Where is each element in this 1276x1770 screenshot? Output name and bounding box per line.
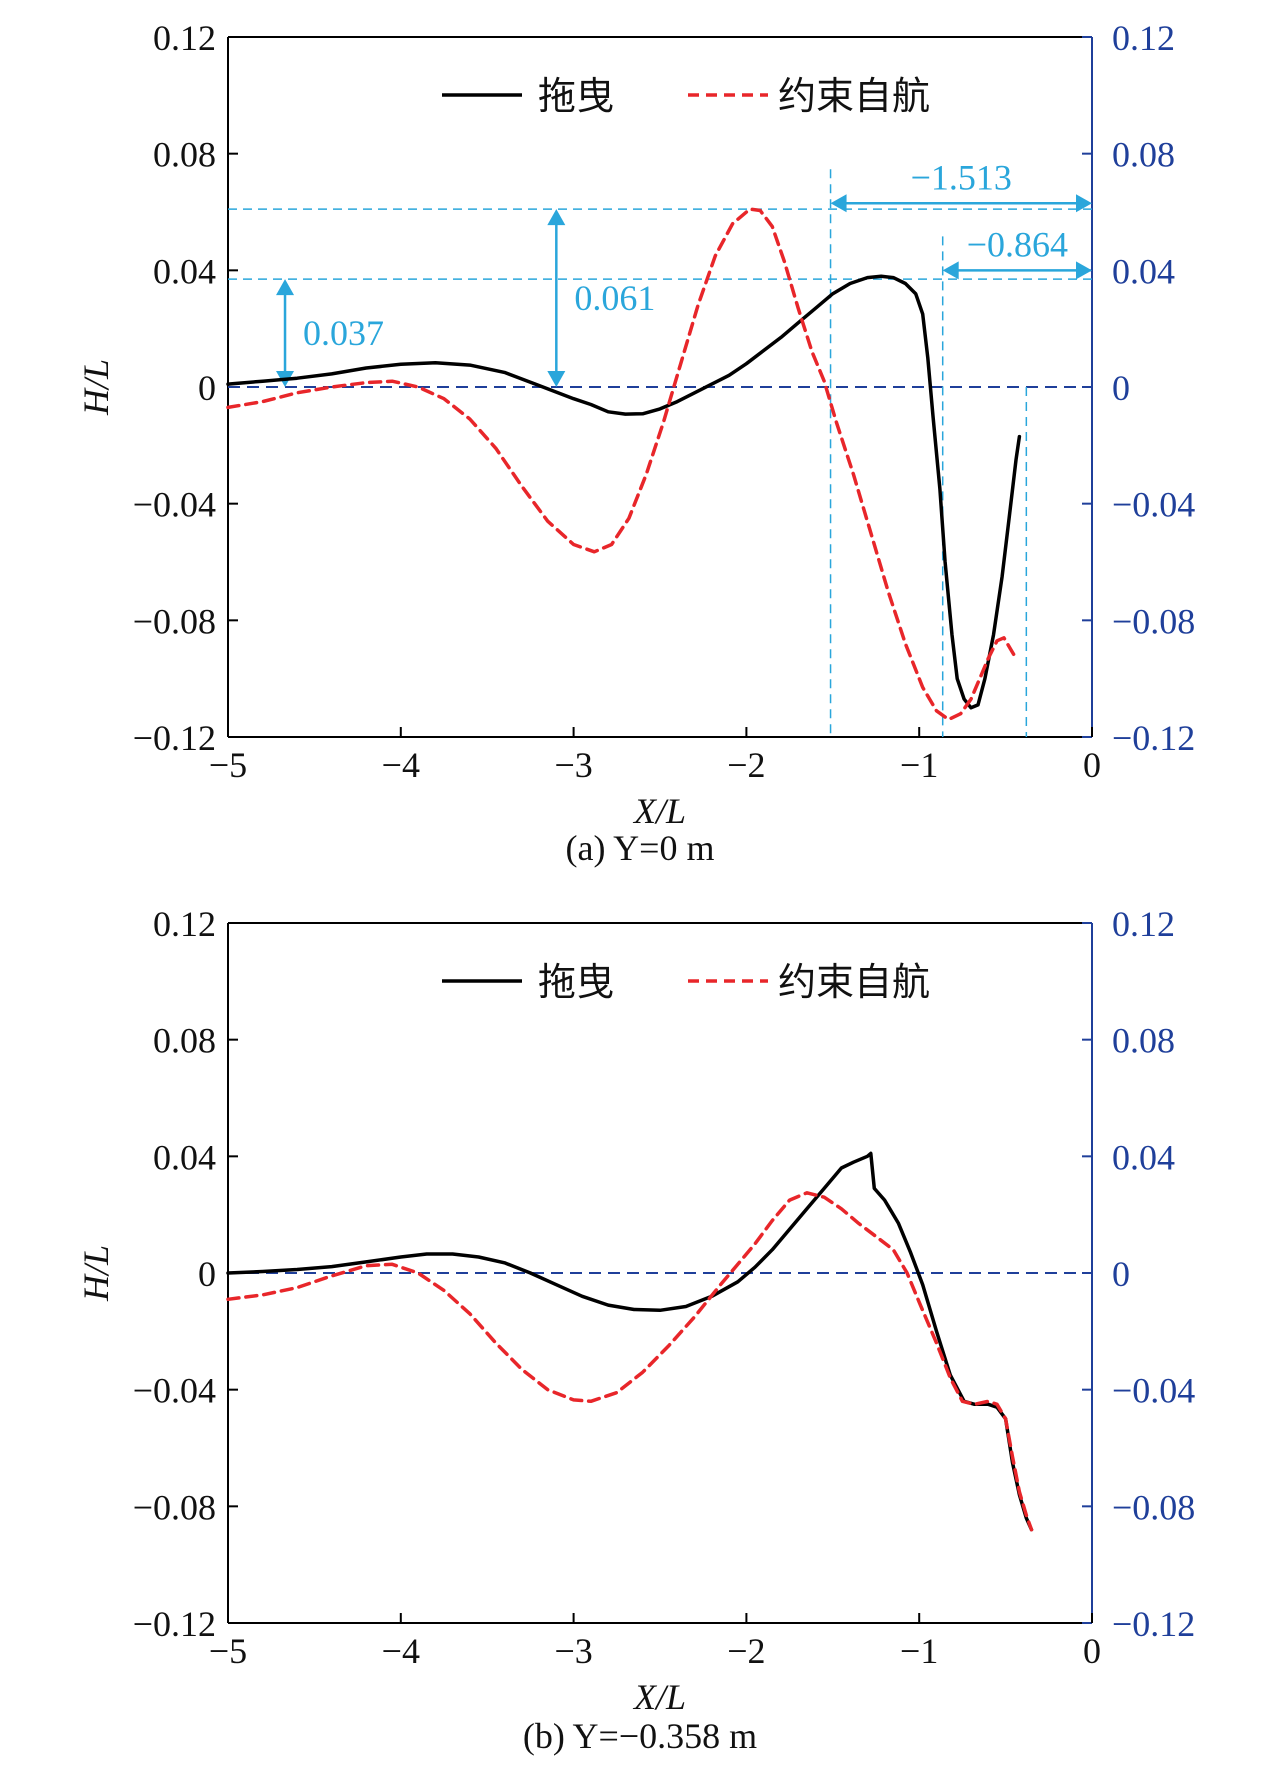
panel-caption: (a) Y=0 m — [566, 828, 715, 868]
legend-label-self-propelled: 约束自航 — [778, 74, 930, 118]
series-line-self-propelled — [226, 207, 1018, 722]
y-tick-label-right: 0.04 — [1112, 1137, 1175, 1177]
y-tick-label-right: 0.04 — [1112, 251, 1175, 291]
y-tick-label-right: 0 — [1112, 368, 1130, 408]
x-tick-label: −1 — [900, 745, 938, 785]
y-tick-label-right: 0.12 — [1112, 18, 1175, 58]
y-axis-label: H/L — [76, 1245, 116, 1302]
x-tick-label: −3 — [554, 745, 592, 785]
annotation-arrowhead — [942, 261, 959, 280]
legend-label-self-propelled: 约束自航 — [778, 960, 930, 1004]
y-tick-label-right: 0.08 — [1112, 1021, 1175, 1061]
annotation-arrowhead — [1076, 194, 1092, 213]
series-line-self-propelled — [226, 1191, 1034, 1532]
y-tick-label-right: −0.12 — [1112, 1604, 1195, 1644]
x-tick-label: −4 — [382, 1631, 420, 1671]
x-tick-label: −2 — [727, 745, 765, 785]
x-tick-label: −5 — [209, 1631, 247, 1671]
y-tick-label-left: 0.04 — [153, 251, 216, 291]
y-tick-label-right: −0.08 — [1112, 1487, 1195, 1527]
y-tick-label-right: 0.08 — [1112, 135, 1175, 175]
y-tick-label-right: 0 — [1112, 1254, 1130, 1294]
annotation-arrowhead — [547, 209, 566, 226]
x-tick-label: −2 — [727, 1631, 765, 1671]
y-tick-label-left: −0.12 — [133, 1604, 216, 1644]
y-tick-label-left: 0.12 — [153, 18, 216, 58]
y-tick-label-right: −0.04 — [1112, 485, 1195, 525]
chart-panel-a: 0.12 0.12 0.08 0.08 0.04 0.04 0 0 −0.04 −0.04 −0.0… — [76, 18, 1195, 868]
legend-label-towed: 拖曳 — [538, 74, 614, 118]
series-line-towed — [226, 274, 1022, 710]
y-tick-label-left: 0.08 — [153, 135, 216, 175]
y-tick-label-left: −0.04 — [133, 1371, 216, 1411]
legend-label-towed: 拖曳 — [538, 960, 614, 1004]
chart-panel-b: 0.12 0.12 0.08 0.08 0.04 0.04 0 0 −0.04 −0.04 −0.0… — [76, 904, 1195, 1756]
y-tick-label-left: 0.12 — [153, 904, 216, 944]
annotation-label: 0.037 — [303, 313, 384, 353]
x-tick-label: 0 — [1083, 1631, 1101, 1671]
annotation-label: −1.513 — [911, 157, 1012, 197]
x-axis-label: X/L — [632, 1677, 686, 1717]
y-tick-label-left: −0.04 — [133, 485, 216, 525]
x-tick-label: −5 — [209, 745, 247, 785]
x-tick-label: −3 — [554, 1631, 592, 1671]
y-axis-label: H/L — [76, 359, 116, 416]
series-line-towed — [226, 1151, 1034, 1532]
x-tick-label: 0 — [1083, 745, 1101, 785]
y-tick-label-left: 0 — [198, 368, 216, 408]
annotation-arrowhead — [276, 279, 295, 296]
annotation-arrowhead — [1076, 261, 1092, 280]
annotation-arrowhead — [547, 371, 566, 387]
x-tick-label: −1 — [900, 1631, 938, 1671]
y-tick-label-left: 0.04 — [153, 1137, 216, 1177]
y-tick-label-left: 0 — [198, 1254, 216, 1294]
panel-caption: (b) Y=−0.358 m — [523, 1716, 757, 1756]
y-tick-label-right: −0.12 — [1112, 718, 1195, 758]
x-axis-label: X/L — [632, 791, 686, 831]
annotation-label: 0.061 — [574, 278, 655, 318]
y-tick-label-right: 0.12 — [1112, 904, 1175, 944]
y-tick-label-right: −0.04 — [1112, 1371, 1195, 1411]
y-tick-label-left: −0.12 — [133, 718, 216, 758]
y-tick-label-left: −0.08 — [133, 1487, 216, 1527]
x-tick-label: −4 — [382, 745, 420, 785]
annotation-label: −0.864 — [967, 224, 1068, 264]
y-tick-label-left: 0.08 — [153, 1021, 216, 1061]
y-tick-label-right: −0.08 — [1112, 601, 1195, 641]
y-tick-label-left: −0.08 — [133, 601, 216, 641]
annotation-arrowhead — [830, 194, 847, 213]
